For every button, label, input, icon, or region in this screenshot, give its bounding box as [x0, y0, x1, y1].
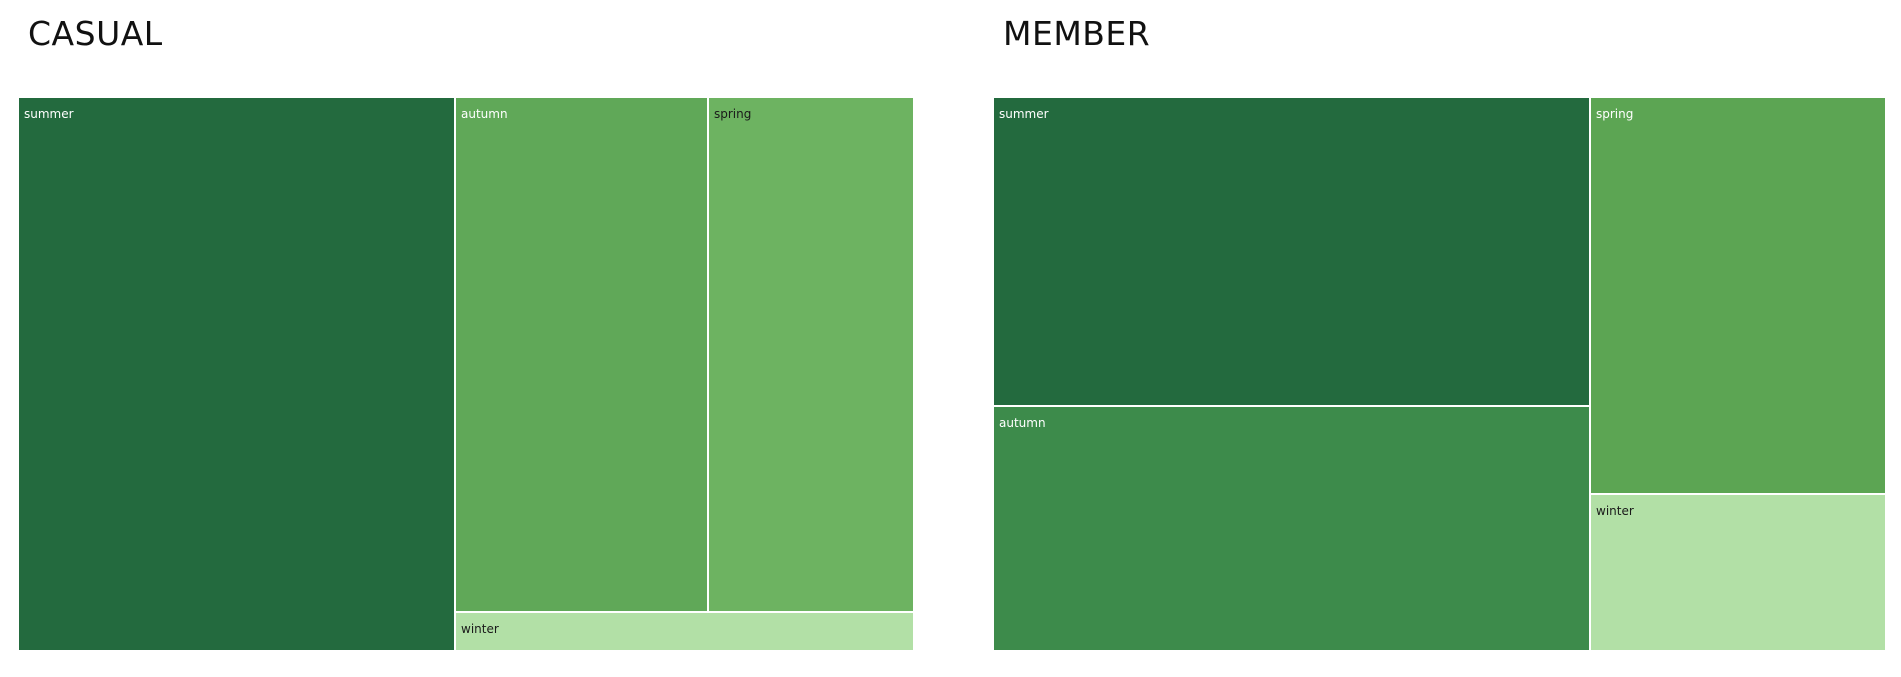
member-tile-autumn[interactable]: autumn [993, 406, 1590, 651]
member-chart-title: MEMBER [1003, 14, 1151, 53]
member-tile-label-summer: summer [999, 107, 1049, 121]
casual-tile-spring[interactable]: spring [708, 97, 914, 612]
casual-tile-summer[interactable]: summer [18, 97, 455, 651]
casual-treemap: summer autumn spring winter [18, 97, 914, 651]
casual-tile-label-summer: summer [24, 107, 74, 121]
member-tile-label-autumn: autumn [999, 416, 1046, 430]
casual-tile-label-spring: spring [714, 107, 752, 121]
member-tile-label-spring: spring [1596, 107, 1634, 121]
member-treemap: summer autumn spring winter [993, 97, 1886, 651]
member-tile-label-winter: winter [1596, 504, 1634, 518]
member-tile-winter[interactable]: winter [1590, 494, 1886, 651]
member-tile-spring[interactable]: spring [1590, 97, 1886, 494]
member-tile-summer[interactable]: summer [993, 97, 1590, 406]
casual-tile-winter[interactable]: winter [455, 612, 914, 651]
casual-chart-title: CASUAL [28, 14, 163, 53]
casual-tile-label-winter: winter [461, 622, 499, 636]
casual-tile-autumn[interactable]: autumn [455, 97, 708, 612]
casual-tile-label-autumn: autumn [461, 107, 508, 121]
